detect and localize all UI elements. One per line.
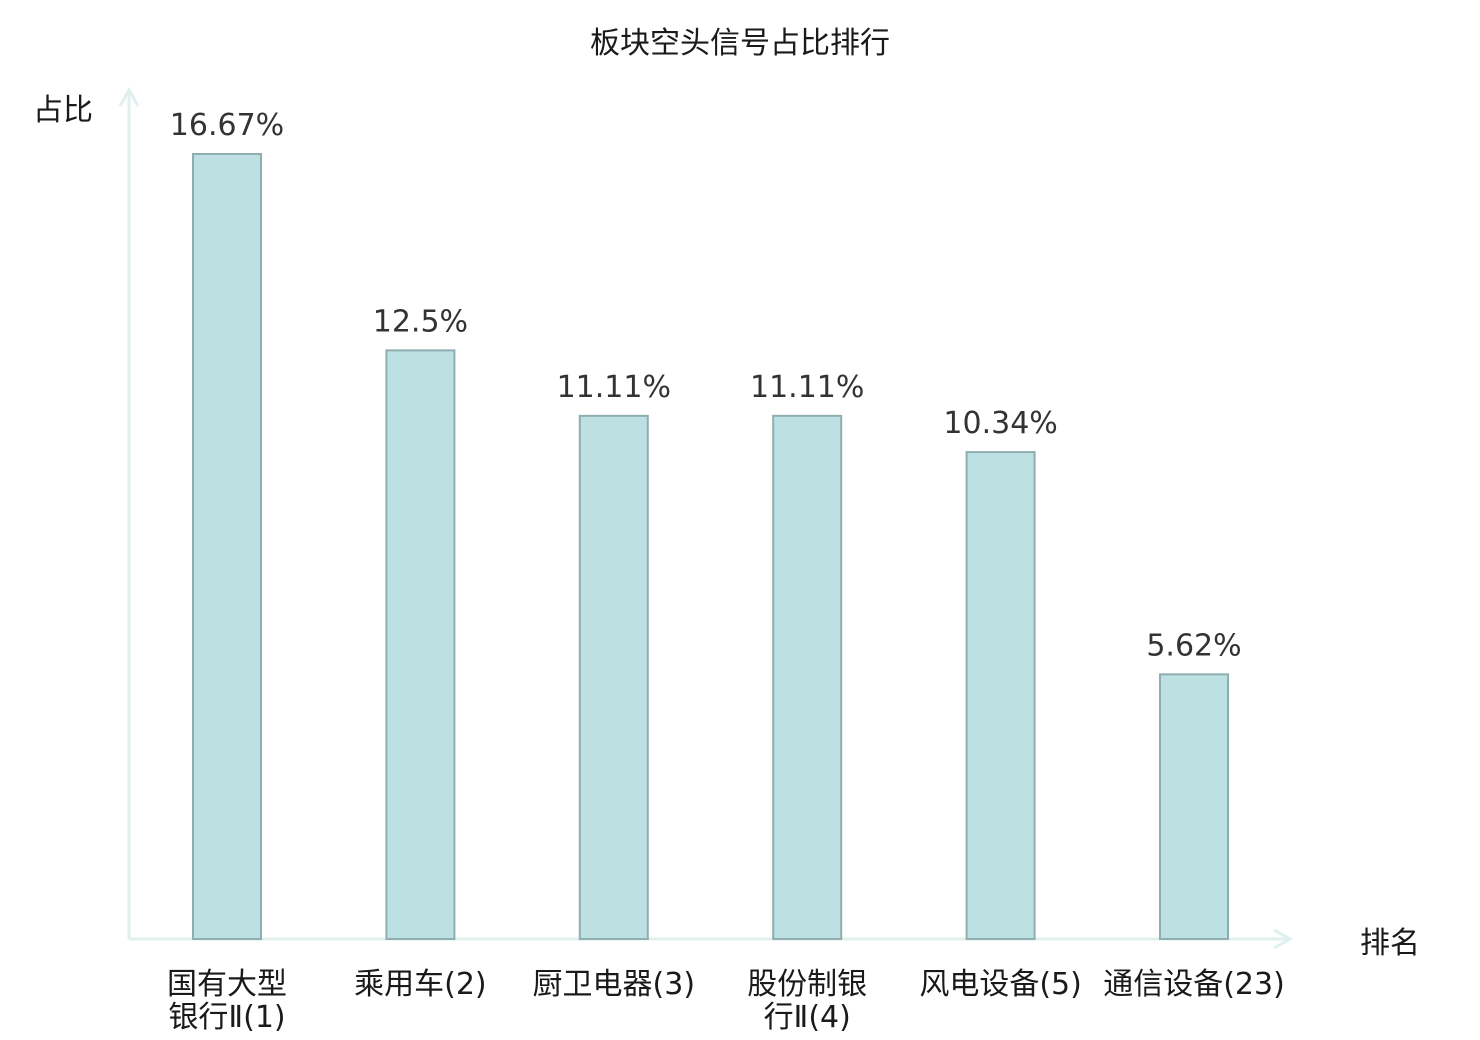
bar [578,414,649,941]
category-label-line: 厨卫电器(3) [533,967,696,1002]
category-label: 通信设备(23) [1103,967,1285,1002]
bar [965,451,1036,940]
bar [385,349,456,940]
bar [192,153,262,940]
bar [1159,673,1229,941]
category-label: 风电设备(5) [919,967,1082,1002]
category-label-line: 行Ⅱ(4) [764,1000,851,1035]
category-label: 厨卫电器(3) [533,967,696,1002]
y-axis-label: 占比 [33,93,93,128]
category-label: 乘用车(2) [354,967,487,1002]
value-label: 11.11% [557,370,671,405]
category-label-line: 国有大型 [167,967,287,1002]
value-label: 16.67% [170,108,284,143]
chart-title: 板块空头信号占比排行 [590,26,890,61]
value-label: 10.34% [943,406,1057,441]
x-axis-arrow [1273,928,1294,950]
value-label: 11.11% [750,370,864,405]
category-label-line: 股份制银 [747,967,867,1002]
x-axis-label: 排名 [1360,926,1420,961]
category-label-line: 风电设备(5) [919,967,1082,1002]
value-label: 12.5% [373,304,468,339]
category-label-line: 乘用车(2) [354,967,487,1002]
y-axis-arrow [118,86,140,107]
category-label-line: 通信设备(23) [1103,967,1285,1002]
value-label: 5.62% [1146,628,1241,663]
category-label-line: 银行Ⅱ(1) [168,1000,285,1035]
bar [772,414,843,941]
category-label: 股份制银行Ⅱ(4) [747,967,867,1035]
category-label: 国有大型银行Ⅱ(1) [167,967,287,1035]
